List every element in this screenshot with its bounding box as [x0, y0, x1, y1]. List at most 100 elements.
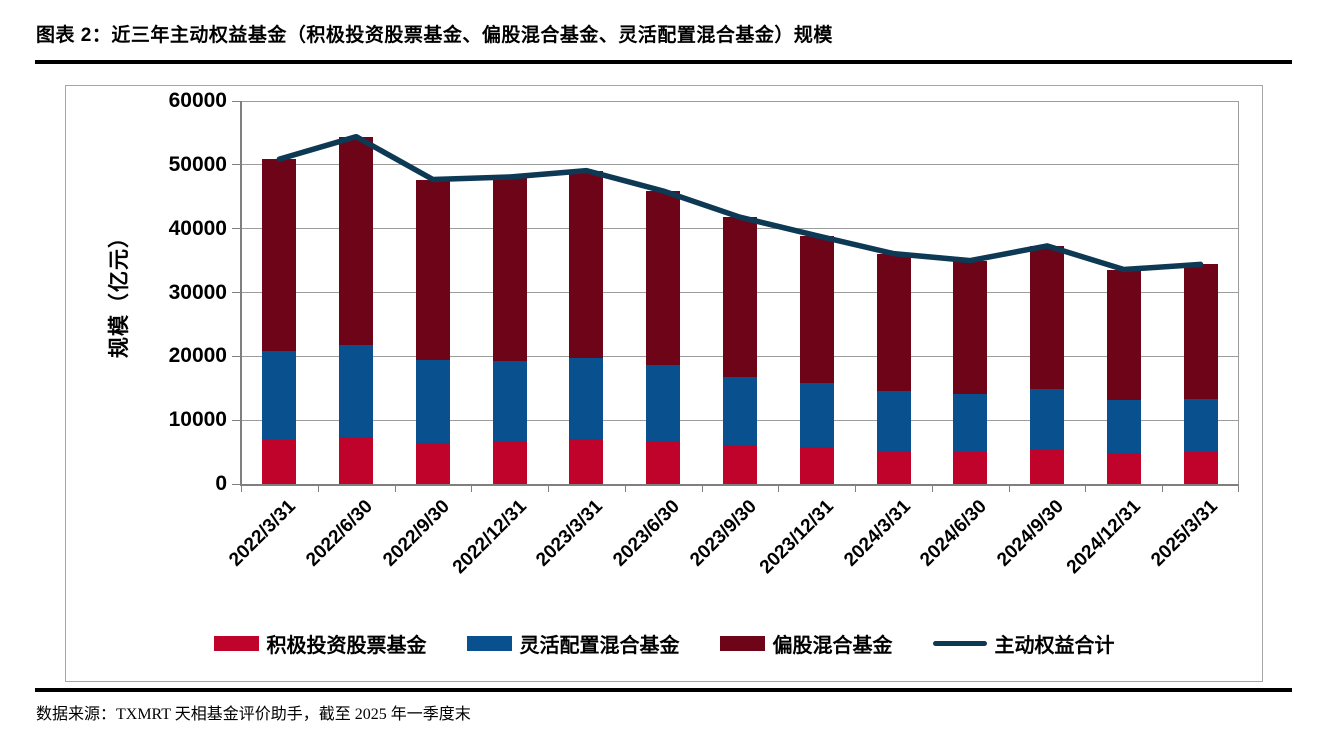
legend-label: 积极投资股票基金 — [266, 635, 427, 657]
bar-segment — [876, 390, 911, 451]
source-note: 数据来源：TXMRT 天相基金评价助手，截至 2025 年一季度末 — [36, 706, 471, 723]
x-axis-tick — [394, 484, 396, 492]
gridline — [241, 100, 1239, 102]
bar-segment — [1106, 269, 1141, 400]
x-tick-label: 2022/9/30 — [379, 496, 454, 571]
x-tick-label: 2023/12/31 — [755, 496, 838, 579]
y-axis-tick — [232, 228, 241, 230]
legend-label: 主动权益合计 — [994, 635, 1115, 657]
chart-legend: 积极投资股票基金 灵活配置混合基金 偏股混合基金 主动权益合计 — [66, 629, 1262, 658]
bar-segment — [1183, 399, 1218, 453]
bar-segment — [953, 260, 988, 394]
y-tick-label: 60000 — [168, 89, 227, 112]
gridline — [241, 164, 1239, 166]
bar-segment — [1030, 388, 1065, 451]
legend-item: 积极投资股票基金 — [213, 629, 427, 658]
bar-segment — [799, 382, 834, 447]
bar-segment — [415, 359, 450, 444]
x-axis-line — [240, 484, 1239, 486]
y-axis-tick — [232, 100, 241, 102]
legend-color-swatch — [466, 636, 512, 651]
x-axis-tick — [1238, 484, 1239, 492]
bar-segment — [1030, 245, 1065, 389]
bar-segment — [799, 446, 834, 484]
x-axis-tick — [1085, 484, 1087, 492]
bar-segment — [492, 441, 527, 484]
bar-segment — [339, 345, 374, 437]
total-line-path — [276, 133, 1204, 273]
bar-segment — [569, 170, 604, 358]
x-axis-tick — [548, 484, 550, 492]
y-tick-label: 40000 — [168, 216, 227, 240]
y-tick-label: 50000 — [168, 152, 227, 176]
x-axis-tick — [1162, 484, 1164, 492]
bar-segment — [415, 443, 450, 484]
x-axis-tick — [778, 484, 780, 492]
bar-segment — [262, 159, 297, 351]
bar-segment — [1106, 453, 1141, 484]
bar-segment — [723, 445, 757, 484]
x-tick-label: 2023/9/30 — [686, 496, 761, 571]
x-axis-tick — [471, 484, 473, 492]
x-tick-label: 2023/6/30 — [609, 496, 685, 571]
x-tick-label: 2024/9/30 — [993, 496, 1068, 571]
plot-area: 0 10000 20000 30000 40000 50000 60000 2022/3/31… — [169, 90, 1239, 578]
bar-segment — [876, 253, 911, 391]
chart-panel: 规模（亿元） 0 10000 20000 30000 40000 50000 60000 20… — [65, 85, 1263, 682]
legend-color-swatch — [213, 636, 259, 651]
legend-item: 灵活配置混合基金 — [466, 629, 680, 658]
plot-right-border — [1238, 101, 1239, 484]
bar-segment — [723, 217, 757, 377]
bar-segment — [492, 176, 527, 361]
bar-segment — [953, 452, 988, 484]
x-tick-label: 2022/12/31 — [448, 496, 531, 579]
y-tick-label: 10000 — [168, 408, 227, 432]
x-tick-label: 2024/6/30 — [916, 496, 992, 571]
x-tick-label: 2025/3/31 — [1146, 496, 1222, 571]
bar-segment — [1106, 399, 1141, 454]
bar-segment — [646, 191, 681, 365]
y-axis-tick — [232, 483, 241, 485]
bar-segment — [262, 350, 297, 440]
legend-item: 主动权益合计 — [932, 629, 1115, 658]
x-tick-label: 2022/6/30 — [302, 496, 377, 571]
x-axis-tick — [1008, 484, 1010, 492]
legend-label: 偏股混合基金 — [772, 635, 893, 657]
x-tick-label: 2024/12/31 — [1062, 496, 1145, 579]
y-tick-label: 0 — [215, 472, 227, 495]
bar-segment — [1030, 450, 1065, 484]
bar-segment — [953, 394, 988, 453]
y-axis-title: 规模（亿元） — [108, 226, 131, 358]
bar-segment — [1183, 264, 1218, 400]
source-divider — [35, 688, 1292, 692]
x-tick-label: 2022/3/31 — [225, 496, 301, 571]
x-axis-tick — [624, 484, 626, 492]
bar-segment — [569, 438, 604, 484]
x-axis-tick — [855, 484, 857, 492]
y-axis-tick — [232, 164, 241, 166]
bar-segment — [339, 136, 374, 346]
total-line — [276, 133, 1204, 273]
legend-line-swatch — [932, 641, 987, 646]
x-axis-tick — [317, 484, 319, 492]
bar-segment — [339, 436, 374, 484]
bar-segment — [799, 235, 834, 383]
bar-segment — [723, 376, 757, 446]
y-tick-label: 20000 — [168, 344, 227, 368]
figure-title: 图表 2：近三年主动权益基金（积极投资股票基金、偏股混合基金、灵活配置混合基金）… — [36, 25, 833, 46]
bar-segment — [876, 450, 911, 484]
x-axis-tick — [701, 484, 703, 492]
y-axis-tick — [232, 292, 241, 293]
bar-segment — [415, 179, 450, 360]
y-axis-line — [240, 101, 242, 484]
x-tick-label: 2024/3/31 — [839, 496, 915, 571]
bar-segment — [1183, 452, 1218, 484]
y-tick-label: 30000 — [168, 280, 227, 304]
bar-segment — [646, 441, 681, 484]
bar-segment — [262, 439, 297, 484]
x-tick-label: 2023/3/31 — [532, 496, 608, 571]
bar-segment — [646, 364, 681, 442]
y-axis-tick — [232, 355, 241, 357]
bar-segment — [569, 357, 604, 439]
